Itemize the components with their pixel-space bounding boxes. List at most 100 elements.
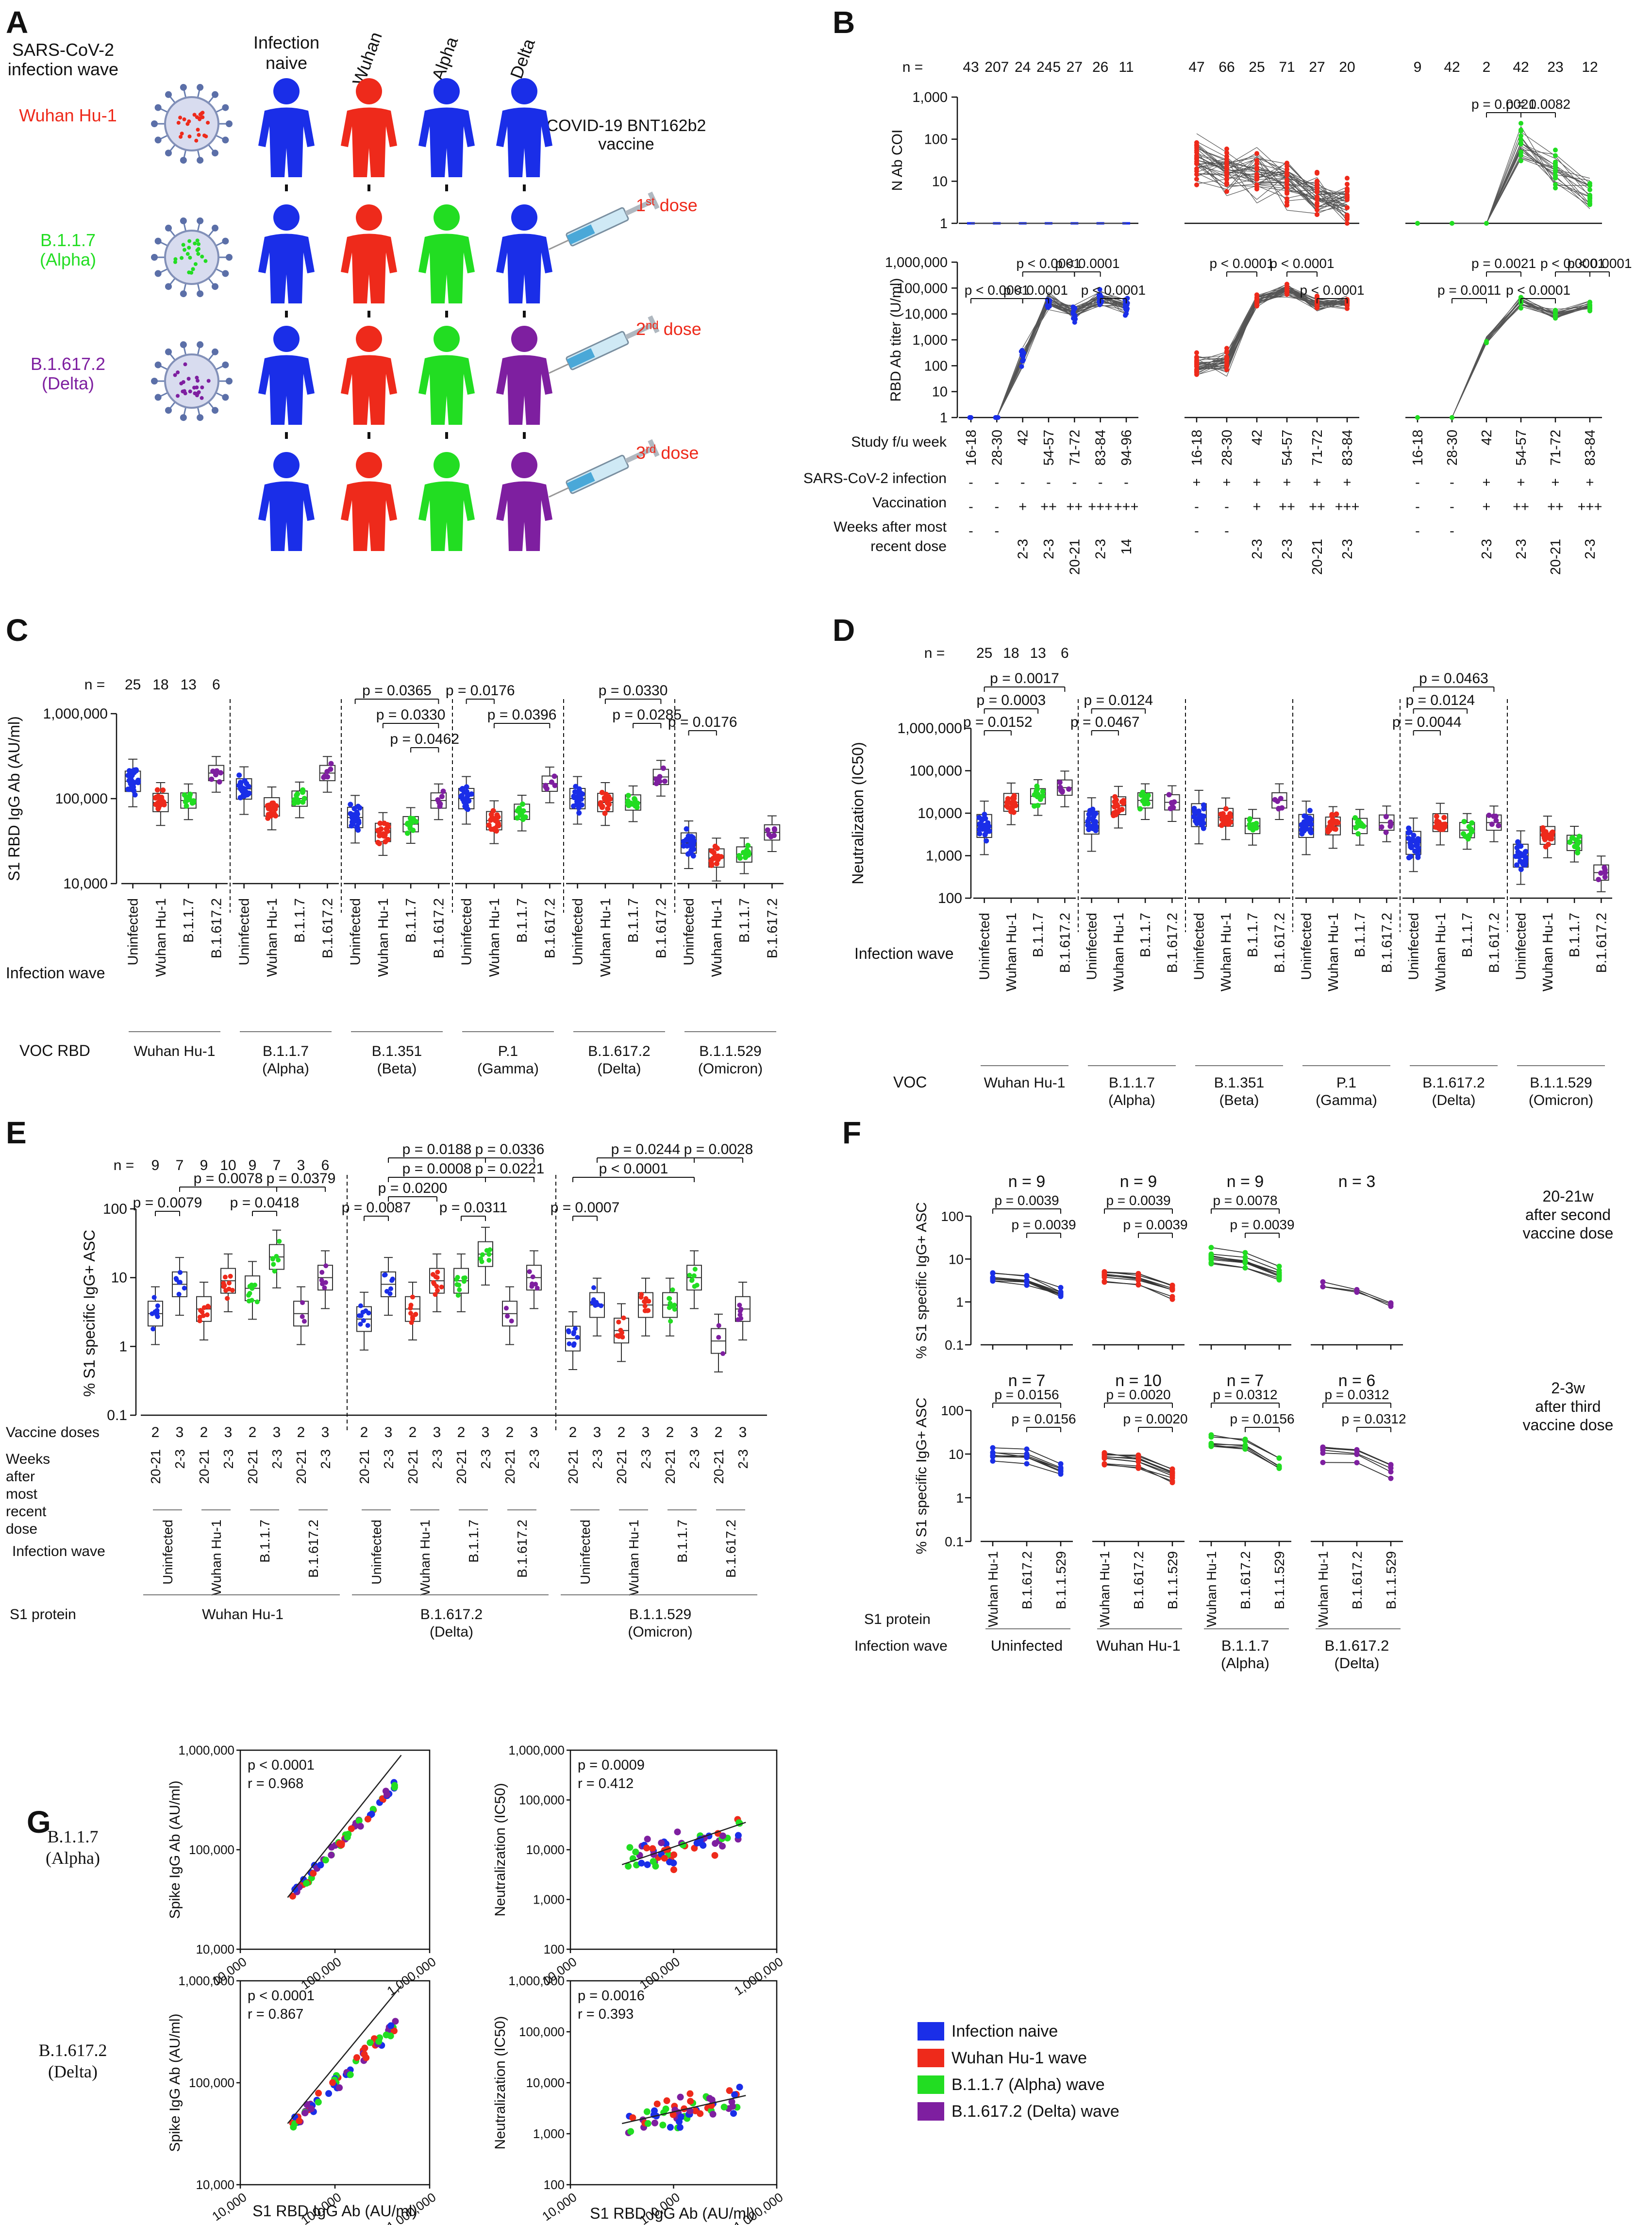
x-tick-label: Uninfected (160, 1520, 175, 1585)
x-tick-label: Wuhan Hu-1 (376, 898, 391, 977)
data-point (737, 1303, 742, 1308)
data-point (1169, 801, 1175, 807)
data-point (230, 1288, 235, 1293)
data-point (408, 1305, 413, 1311)
series-line (1520, 142, 1556, 166)
virus-spike-tip (222, 136, 229, 144)
data-point (1024, 1273, 1030, 1279)
series-line (1211, 1247, 1246, 1254)
data-point (1119, 806, 1125, 812)
data-point (691, 846, 697, 852)
legend-label: Wuhan Hu-1 wave (951, 2049, 1087, 2067)
n-count: n = 10 (1115, 1372, 1161, 1390)
data-point (1411, 833, 1417, 838)
n-count: n = 7 (1227, 1372, 1264, 1390)
data-point (1220, 811, 1226, 817)
virus-rna (197, 390, 201, 394)
data-point (385, 824, 391, 830)
data-point (1285, 196, 1289, 201)
data-point (1285, 185, 1289, 190)
virus-rna (195, 375, 199, 380)
data-point (486, 1252, 492, 1257)
series-line (1196, 160, 1227, 168)
virus-rna (176, 120, 181, 125)
data-point (1145, 801, 1151, 806)
row-label: Vaccination (872, 495, 947, 511)
virus-rna (194, 138, 199, 143)
person-icon (341, 326, 397, 425)
virus-rna (187, 239, 192, 243)
infection-flag: + (1517, 475, 1525, 490)
data-point (289, 1892, 296, 1900)
person-icon (496, 78, 552, 177)
vaccination-flag: + (1253, 499, 1261, 515)
x-axis-label: S1 RBD IgG Ab (AU/ml) (252, 2202, 417, 2220)
x-tick-label: B.1.1.7 (675, 1520, 690, 1563)
series-line (1520, 301, 1556, 319)
p-value: p = 0.0020 (1123, 1411, 1187, 1426)
series-line (1138, 1277, 1173, 1290)
series-line (1286, 184, 1318, 207)
data-point (356, 818, 362, 824)
data-point (1315, 185, 1319, 190)
series-line (1196, 352, 1227, 372)
infection-flag: + (1483, 475, 1491, 490)
virus-spike-tip (180, 414, 187, 421)
data-point (662, 778, 667, 784)
row-label: Infection wave (854, 945, 954, 962)
data-point (1540, 825, 1546, 831)
x-tick-label: Wuhan Hu-1 (209, 1520, 224, 1596)
x-tick-label: Uninfected (570, 898, 586, 966)
x-tick-label: Uninfected (682, 898, 697, 966)
p-value: p < 0.0001 (1081, 283, 1146, 298)
y-tick-label: 10 (932, 385, 948, 400)
data-point (132, 780, 137, 786)
data-point (1358, 823, 1364, 829)
data-point (602, 810, 608, 816)
weeks-after: 20-21 (1067, 539, 1083, 575)
syringe-grip (648, 439, 660, 457)
x-tick-label: 42 (1479, 430, 1495, 445)
data-point (182, 1286, 187, 1291)
regression-line (287, 1755, 402, 1898)
series-line (1356, 1289, 1391, 1304)
infection-flag: + (1343, 475, 1352, 490)
x-tick-label: 28-30 (1219, 430, 1235, 466)
data-point (674, 1828, 681, 1836)
y-tick-label: 10 (932, 174, 948, 189)
data-point (223, 1288, 229, 1293)
data-point (1254, 151, 1259, 156)
data-point (661, 1855, 668, 1862)
row-note: 20-21w after second vaccine dose (1523, 1188, 1614, 1242)
p-value: p = 0.0176 (446, 683, 515, 699)
n-count: 9 (1414, 59, 1422, 75)
weeks-after: - (1224, 523, 1229, 539)
data-point (1169, 1283, 1175, 1288)
data-point (454, 1277, 459, 1282)
data-point (1276, 1455, 1282, 1461)
dose-count: 3 (593, 1424, 601, 1440)
data-point (383, 2031, 390, 2039)
data-point (667, 2124, 674, 2131)
data-point (714, 853, 720, 859)
data-point (689, 1278, 695, 1283)
data-point (1208, 1245, 1214, 1251)
series-line (1245, 1445, 1280, 1467)
y-tick-label: 100,000 (897, 281, 948, 296)
data-point (1436, 820, 1442, 826)
series-line (1555, 301, 1590, 312)
data-point (1224, 169, 1229, 175)
x-tick-label: B.1.1.529 (1053, 1551, 1068, 1609)
data-point (590, 1300, 595, 1305)
virus-rna (193, 241, 197, 246)
panel-e: E % S1 specific IgG+ ASC 100 10 1 0.1 n = 9 2 20-… (6, 1115, 767, 1640)
virus-spike-tip (165, 283, 172, 290)
x-tick-label: B.1.617.2 (1057, 913, 1073, 973)
data-point (1486, 812, 1492, 818)
dose-count: 3 (433, 1424, 441, 1440)
series-line (1256, 166, 1287, 179)
series-line (1196, 159, 1227, 169)
series-line (1486, 154, 1521, 224)
x-tick-label: B.1.1.7 (1138, 913, 1153, 957)
data-point (1009, 800, 1015, 806)
